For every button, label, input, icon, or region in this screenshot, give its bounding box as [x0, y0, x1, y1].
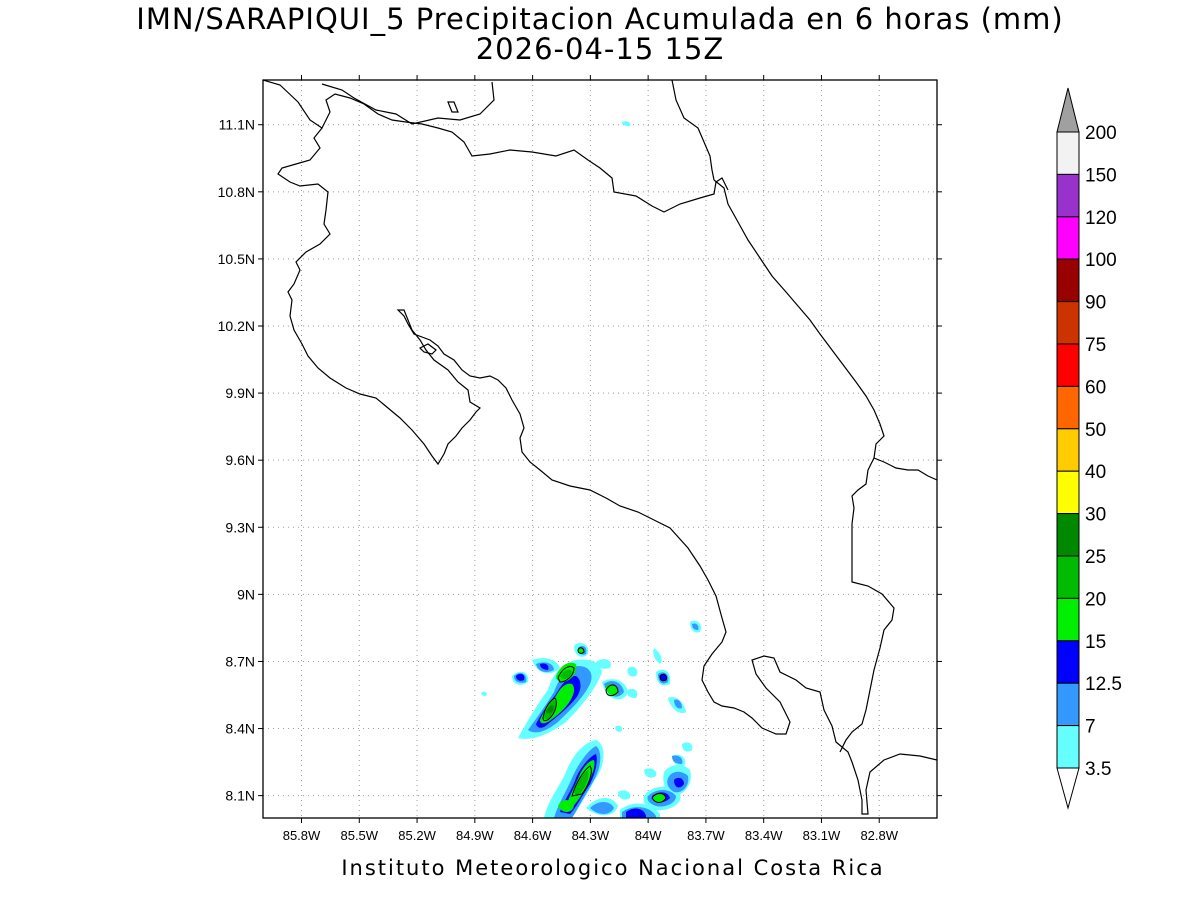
colorbar-bin	[1056, 555, 1080, 599]
x-tick-label: 83.4W	[745, 828, 783, 843]
y-tick-label: 10.5N	[218, 251, 255, 267]
colorbar-bin	[1056, 216, 1080, 260]
y-tick-label: 9.3N	[225, 519, 255, 535]
y-tick-label: 9.6N	[225, 452, 255, 468]
precipitation-field	[481, 121, 702, 818]
x-tick-label: 84W	[635, 828, 662, 843]
x-tick-label: 84.3W	[572, 828, 610, 843]
coastline-and-borders	[263, 80, 937, 815]
colorbar-label: 15	[1085, 632, 1106, 653]
colorbar-label: 12.5	[1085, 674, 1122, 695]
colorbar-top-arrow	[1056, 87, 1080, 133]
colorbar-label: 100	[1085, 250, 1117, 271]
x-tick-label: 83.7W	[687, 828, 725, 843]
colorbar-bin	[1056, 173, 1080, 218]
y-tick-label: 8.4N	[225, 721, 255, 737]
colorbar-label: 75	[1085, 335, 1106, 356]
colorbar-bin	[1056, 385, 1080, 430]
map-datetime: 2026-04-15 15Z	[475, 32, 725, 66]
y-tick-label: 10.2N	[218, 318, 255, 334]
colorbar: 200 150 120 100 90 75 60 50 40 30 25 20 15 12.5 7 3.5	[1056, 87, 1122, 810]
map-title: IMN/SARAPIQUI_5 Precipitacion Acumulada …	[136, 2, 1064, 36]
map-frame	[262, 79, 938, 819]
colorbar-label: 90	[1085, 293, 1106, 314]
x-tick-label: 83.1W	[803, 828, 841, 843]
colorbar-label: 200	[1085, 123, 1117, 144]
precip-contour-lines	[542, 647, 667, 803]
colorbar-bin	[1056, 513, 1080, 557]
colorbar-bin	[1056, 343, 1080, 387]
y-tick-label: 9N	[237, 586, 255, 602]
colorbar-bin	[1056, 131, 1080, 175]
colorbar-bin	[1056, 597, 1080, 642]
colorbar-label: 20	[1085, 589, 1106, 610]
colorbar-bin	[1056, 725, 1080, 769]
y-tick-label: 11.1N	[219, 117, 255, 133]
x-axis: 85.8W 85.5W 85.2W 84.9W 84.6W 84.3W 84W 83.7W 83…	[283, 75, 899, 843]
y-tick-label: 9.9N	[225, 385, 255, 401]
colorbar-bin	[1056, 682, 1080, 727]
precip-contour-3-5	[481, 121, 702, 818]
y-tick-label: 8.1N	[225, 788, 255, 804]
y-axis: 11.1N 10.8N 10.5N 10.2N 9.9N 9.6N 9.3N 9N 8.7N 8.…	[218, 117, 942, 804]
x-tick-label: 85.2W	[398, 828, 436, 843]
colorbar-bottom-arrow	[1056, 767, 1080, 810]
y-tick-label: 10.8N	[218, 184, 255, 200]
y-tick-label: 8.7N	[225, 653, 255, 669]
colorbar-label: 120	[1085, 208, 1117, 229]
colorbar-label: 50	[1085, 420, 1106, 441]
colorbar-bin	[1056, 470, 1080, 515]
x-tick-label: 84.9W	[456, 828, 494, 843]
colorbar-label: 7	[1085, 717, 1096, 738]
colorbar-bin	[1056, 258, 1080, 303]
x-tick-label: 85.8W	[283, 828, 321, 843]
colorbar-bin	[1056, 640, 1080, 684]
precip-contour-25	[546, 705, 554, 714]
colorbar-label: 150	[1085, 165, 1117, 186]
x-tick-label: 82.8W	[860, 828, 898, 843]
map-grid	[263, 80, 937, 818]
colorbar-label: 60	[1085, 377, 1106, 398]
colorbar-bin	[1056, 428, 1080, 472]
colorbar-bin	[1056, 301, 1080, 345]
credit-text: Instituto Meteorologico Nacional Costa R…	[341, 856, 885, 880]
x-tick-label: 84.6W	[514, 828, 552, 843]
colorbar-label: 25	[1085, 547, 1106, 568]
colorbar-label: 3.5	[1085, 759, 1111, 780]
x-tick-label: 85.5W	[340, 828, 378, 843]
colorbar-label: 40	[1085, 462, 1106, 483]
colorbar-label: 30	[1085, 505, 1106, 526]
